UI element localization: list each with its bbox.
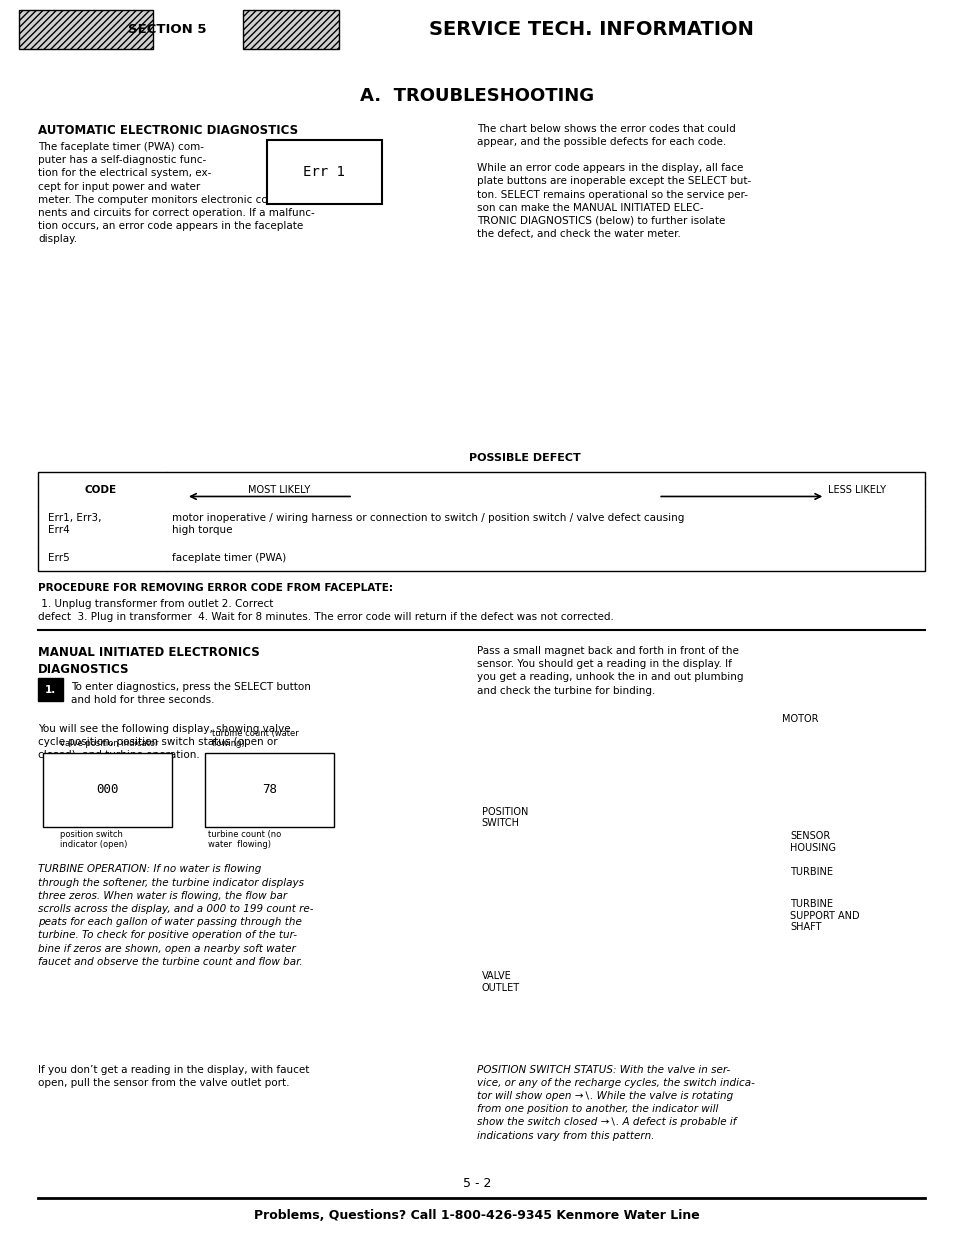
Text: AUTOMATIC ELECTRONIC DIAGNOSTICS: AUTOMATIC ELECTRONIC DIAGNOSTICS — [38, 124, 298, 137]
Text: 5 - 2: 5 - 2 — [462, 1177, 491, 1189]
Bar — [43, 753, 172, 827]
Text: SERVICE TECH. INFORMATION: SERVICE TECH. INFORMATION — [429, 20, 753, 40]
Text: A.  TROUBLESHOOTING: A. TROUBLESHOOTING — [359, 88, 594, 105]
Text: TURBINE OPERATION: If no water is flowing
through the softener, the turbine indi: TURBINE OPERATION: If no water is flowin… — [38, 864, 314, 967]
Text: MOST LIKELY: MOST LIKELY — [248, 485, 310, 495]
Text: CODE: CODE — [84, 485, 116, 495]
Text: Problems, Questions? Call 1-800-426-9345 Kenmore Water Line: Problems, Questions? Call 1-800-426-9345… — [253, 1209, 700, 1221]
Text: 1.: 1. — [45, 685, 56, 695]
Text: The chart below shows the error codes that could
appear, and the possible defect: The chart below shows the error codes th… — [476, 124, 750, 240]
Text: Err1, Err3,
Err4: Err1, Err3, Err4 — [48, 513, 101, 535]
Text: SECTION 5: SECTION 5 — [128, 23, 206, 36]
Text: valve position indicator: valve position indicator — [60, 740, 158, 748]
Bar — [243, 10, 338, 49]
Text: POSITION SWITCH STATUS: With the valve in ser-
vice, or any of the recharge cycl: POSITION SWITCH STATUS: With the valve i… — [476, 1065, 754, 1141]
Text: Pass a small magnet back and forth in front of the
sensor. You should get a read: Pass a small magnet back and forth in fr… — [476, 646, 742, 695]
Text: PROCEDURE FOR REMOVING ERROR CODE FROM FACEPLATE:: PROCEDURE FOR REMOVING ERROR CODE FROM F… — [38, 583, 393, 593]
Text: LESS LIKELY: LESS LIKELY — [827, 485, 885, 495]
Text: MANUAL INITIATED ELECTRONICS
DIAGNOSTICS: MANUAL INITIATED ELECTRONICS DIAGNOSTICS — [38, 646, 259, 676]
Bar — [38, 472, 924, 571]
Text: If you don’t get a reading in the display, with faucet
open, pull the sensor fro: If you don’t get a reading in the displa… — [38, 1065, 309, 1088]
Text: POSSIBLE DEFECT: POSSIBLE DEFECT — [468, 453, 580, 463]
Text: The faceplate timer (PWA) com-
puter has a self-diagnostic func-
tion for the el: The faceplate timer (PWA) com- puter has… — [38, 142, 314, 245]
Text: Err5: Err5 — [48, 553, 70, 563]
Bar — [19, 10, 152, 49]
Text: POSITION
SWITCH: POSITION SWITCH — [481, 806, 528, 829]
Text: Err 1: Err 1 — [303, 164, 345, 179]
Text: TURBINE
SUPPORT AND
SHAFT: TURBINE SUPPORT AND SHAFT — [789, 899, 859, 932]
Text: turbine count (no
water  flowing): turbine count (no water flowing) — [208, 830, 281, 850]
Text: position switch
indicator (open): position switch indicator (open) — [60, 830, 128, 850]
Text: You will see the following display, showing valve
cycle position, position switc: You will see the following display, show… — [38, 724, 291, 760]
Text: motor inoperative / wiring harness or connection to switch / position switch / v: motor inoperative / wiring harness or co… — [172, 513, 683, 535]
Text: TURBINE: TURBINE — [789, 867, 832, 877]
Text: turbine count (water
flowing): turbine count (water flowing) — [212, 729, 298, 748]
Text: VALVE
OUTLET: VALVE OUTLET — [481, 971, 519, 993]
Text: MOTOR: MOTOR — [781, 714, 818, 724]
Text: 000: 000 — [96, 783, 119, 795]
Bar — [205, 753, 334, 827]
Text: faceplate timer (PWA): faceplate timer (PWA) — [172, 553, 286, 563]
Text: 78: 78 — [262, 783, 277, 795]
Text: To enter diagnostics, press the SELECT button
and hold for three seconds.: To enter diagnostics, press the SELECT b… — [71, 682, 310, 705]
Text: SENSOR
HOUSING: SENSOR HOUSING — [789, 831, 835, 853]
Bar — [38, 678, 63, 701]
Bar — [267, 140, 381, 204]
Text: 1. Unplug transformer from outlet 2. Correct
defect  3. Plug in transformer  4. : 1. Unplug transformer from outlet 2. Cor… — [38, 599, 614, 622]
